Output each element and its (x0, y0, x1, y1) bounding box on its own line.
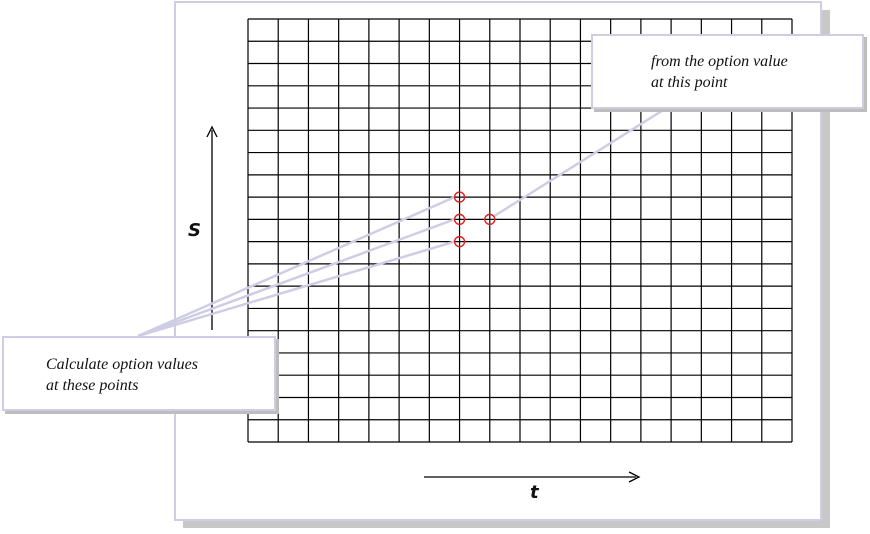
highlighted-nodes (453, 191, 496, 248)
calc-points-callout: Calculate option values at these points (2, 336, 276, 411)
calc-points-callout-line2: at these points (46, 377, 139, 394)
axes (206, 125, 641, 483)
calc-points-leader (137, 240, 455, 338)
from-point-callout-line2: at this point (651, 74, 728, 91)
t-axis-label: t (530, 482, 539, 503)
calc-points-callout-text: Calculate option values at these points (46, 354, 198, 396)
calc-points-leader (137, 195, 456, 338)
from-point-callout-line1: from the option value (651, 53, 788, 70)
next-point-mid-node (453, 213, 466, 226)
from-point-leader (493, 105, 669, 218)
s-axis-arrow-head (206, 125, 218, 138)
calc-points-callout-line1: Calculate option values (46, 356, 198, 373)
next-point-up-node (453, 191, 466, 203)
from-point-callout: from the option value at this point (591, 34, 864, 109)
next-point-down-node (453, 235, 466, 248)
t-axis-arrow-head (628, 471, 641, 483)
from-point-callout-text: from the option value at this point (651, 51, 788, 93)
s-axis-label: S (188, 220, 201, 241)
current-point-node (484, 213, 496, 226)
callout-leaders (137, 105, 669, 338)
calc-points-leader (137, 218, 455, 338)
